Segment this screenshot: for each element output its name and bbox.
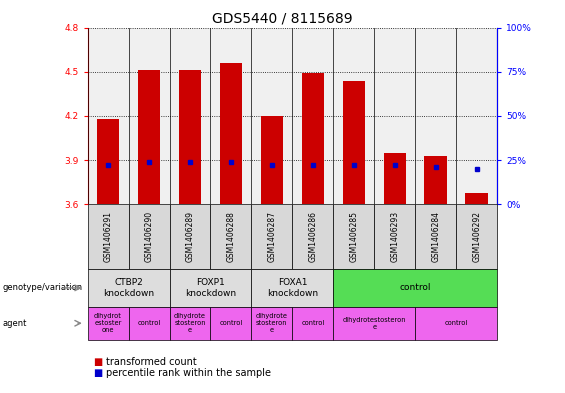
Bar — [220, 63, 242, 204]
Text: transformed count: transformed count — [106, 356, 197, 367]
Text: control: control — [399, 283, 431, 292]
Bar — [138, 70, 160, 204]
Text: GSM1406285: GSM1406285 — [349, 211, 358, 262]
Bar — [466, 193, 488, 204]
Text: GSM1406289: GSM1406289 — [185, 211, 194, 262]
Text: dihydrote
stosteron
e: dihydrote stosteron e — [174, 313, 206, 333]
Text: GSM1406293: GSM1406293 — [390, 211, 399, 263]
Text: dihydrot
estoster
one: dihydrot estoster one — [94, 313, 122, 333]
Text: ■: ■ — [93, 356, 102, 367]
Text: dihydrote
stosteron
e: dihydrote stosteron e — [256, 313, 288, 333]
Bar — [97, 119, 119, 204]
Text: GSM1406290: GSM1406290 — [145, 211, 154, 263]
Text: FOXA1
knockdown: FOXA1 knockdown — [267, 278, 318, 298]
Text: GDS5440 / 8115689: GDS5440 / 8115689 — [212, 12, 353, 26]
Bar — [424, 156, 447, 204]
Bar — [342, 81, 365, 204]
Text: GSM1406284: GSM1406284 — [431, 211, 440, 262]
Bar — [179, 70, 201, 204]
Text: percentile rank within the sample: percentile rank within the sample — [106, 368, 271, 378]
Text: GSM1406286: GSM1406286 — [308, 211, 318, 262]
Text: genotype/variation: genotype/variation — [3, 283, 83, 292]
Text: control: control — [137, 320, 160, 326]
Text: FOXP1
knockdown: FOXP1 knockdown — [185, 278, 236, 298]
Text: control: control — [445, 320, 468, 326]
Bar — [260, 116, 283, 204]
Text: control: control — [219, 320, 242, 326]
Bar — [384, 153, 406, 204]
Text: agent: agent — [3, 319, 27, 328]
Text: GSM1406287: GSM1406287 — [267, 211, 276, 262]
Text: GSM1406292: GSM1406292 — [472, 211, 481, 262]
Text: CTBP2
knockdown: CTBP2 knockdown — [103, 278, 154, 298]
Text: dihydrotestosteron
e: dihydrotestosteron e — [342, 317, 406, 330]
Text: GSM1406291: GSM1406291 — [103, 211, 112, 262]
Bar — [302, 73, 324, 204]
Text: GSM1406288: GSM1406288 — [227, 211, 236, 262]
Text: control: control — [301, 320, 324, 326]
Text: ■: ■ — [93, 368, 102, 378]
